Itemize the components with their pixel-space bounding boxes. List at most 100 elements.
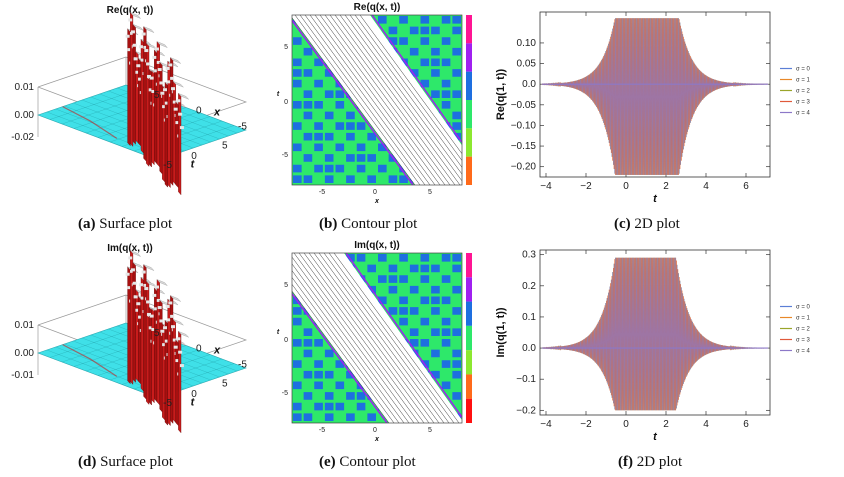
contour-cell (303, 328, 313, 336)
y-tick-label: −0.20 (511, 162, 537, 173)
contour-cell (409, 264, 419, 273)
contour-cell (335, 79, 345, 88)
contour-cell (335, 101, 345, 109)
contour-cell (409, 339, 419, 347)
colorbar-swatch (466, 43, 472, 72)
contour-line (328, 253, 455, 423)
ridge-trace (62, 106, 118, 139)
contour-cell (452, 90, 461, 98)
wave-highlight (127, 286, 132, 290)
wave-highlight (130, 268, 135, 272)
contour-cell (420, 264, 430, 273)
wave-highlight (146, 62, 151, 66)
series-group (541, 18, 768, 175)
contour-cell (303, 392, 313, 400)
contour-cell (346, 392, 355, 400)
contour-cell (388, 275, 398, 283)
wave-highlight (173, 107, 178, 111)
t-axis-label: t (191, 397, 196, 409)
contour-edge (371, 15, 462, 144)
contour-cell (356, 392, 366, 400)
contour-cell (303, 413, 313, 421)
z-tick-label: 0.00 (15, 348, 35, 359)
y-tick-label: 0 (284, 337, 288, 344)
x-tick-label: 2 (663, 181, 669, 192)
contour-line (323, 253, 450, 423)
wave-highlight (170, 76, 175, 80)
wave-slab (151, 70, 155, 166)
contour-cell (441, 339, 451, 347)
wave-crest (170, 295, 181, 302)
contour-cell (378, 296, 387, 305)
t-tick-label: -5 (163, 398, 172, 409)
x-tick-label: −2 (580, 419, 592, 430)
plot-title: Re(q(x, t)) (354, 2, 401, 13)
wave-slab (146, 42, 150, 167)
contour-cell (420, 275, 430, 283)
contour-cell (356, 402, 366, 411)
contour-line (334, 15, 461, 185)
contour-cell (314, 132, 323, 141)
wave-highlight (165, 66, 170, 70)
wave-highlight (146, 300, 151, 304)
contour-cell (324, 69, 334, 77)
contour-cell (314, 143, 323, 152)
colorbar-swatch (466, 100, 472, 129)
legend-label: σ = 0 (796, 305, 811, 311)
x-axis-label: t (653, 193, 658, 205)
wave-highlight (132, 281, 137, 285)
caption-d-label: (d) (78, 454, 97, 470)
legend-label: σ = 4 (796, 111, 811, 117)
contour-cell (324, 370, 334, 379)
x-tick-label: −4 (540, 419, 552, 430)
contour-field (292, 15, 462, 185)
caption-b-label: (b) (319, 216, 338, 232)
wave-highlight (125, 272, 130, 276)
colorbar-swatch (466, 374, 472, 399)
contour-cell (324, 349, 334, 358)
wave-slab (140, 38, 144, 154)
contour-cell (346, 111, 355, 120)
contour-cell (452, 360, 461, 368)
caption-c: (c) 2D plot (614, 216, 680, 233)
wave-slab (140, 276, 144, 392)
contour-cell (452, 349, 461, 358)
caption-c-text: 2D plot (634, 216, 680, 232)
contour-line (292, 263, 410, 423)
colorbar-swatch (466, 128, 472, 157)
x-tick-label: 6 (743, 419, 749, 430)
wave-highlight (163, 88, 168, 92)
x-tick-label: -5 (319, 189, 325, 196)
contour-cell (314, 381, 323, 390)
wave-crest (143, 264, 155, 271)
wave-highlight (136, 64, 141, 68)
x-axis-label: x (213, 107, 221, 119)
wave-highlight (170, 314, 175, 318)
contour-cell (303, 370, 313, 379)
wave-highlight (151, 89, 156, 93)
x-tick-label: 0 (623, 181, 629, 192)
caption-a: (a) Surface plot (78, 216, 172, 233)
caption-d: (d) Surface plot (78, 454, 173, 471)
contour-edge (292, 19, 414, 185)
wave-slab (127, 266, 131, 385)
contour-cell (293, 339, 302, 347)
contour-cell (431, 307, 440, 315)
legend-label: σ = 2 (796, 89, 811, 95)
wave-highlight (156, 60, 161, 64)
contour-cell (335, 381, 345, 390)
contour-cell (452, 132, 461, 141)
contour-cell (367, 413, 376, 421)
contour-cell (324, 90, 334, 98)
contour-cell (452, 254, 461, 262)
contour-cell (303, 339, 313, 347)
wave-highlight (162, 105, 167, 109)
contour-cell (303, 175, 313, 183)
contour-cell (399, 296, 408, 305)
y-axis-label: Re(q(1, t)) (495, 69, 507, 121)
wave-highlight (133, 57, 138, 61)
contour-cell (314, 79, 323, 88)
contour-cell (367, 175, 376, 183)
wave-highlight (135, 70, 140, 74)
plot-frame (539, 249, 771, 416)
